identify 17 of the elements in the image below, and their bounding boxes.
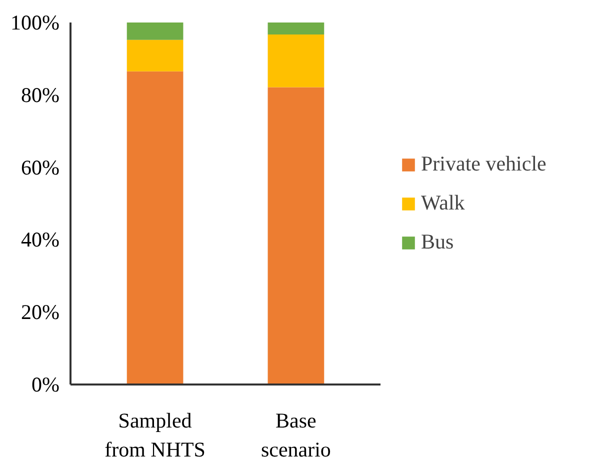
bar — [126, 40, 184, 72]
y-tick-label: 40% — [21, 228, 60, 252]
y-tick-label: 20% — [21, 300, 60, 324]
y-tick-label: 80% — [21, 82, 60, 107]
y-tick-label: 100% — [10, 10, 60, 34]
y-tick-label: 0% — [32, 372, 60, 396]
bar — [268, 87, 324, 384]
y-tick-label: 60% — [21, 155, 60, 180]
x-tick-label: Sampled from NHTS — [104, 408, 206, 462]
bar — [126, 71, 184, 384]
bar — [126, 22, 184, 40]
legend-label: Bus — [421, 230, 454, 254]
bar — [268, 22, 324, 34]
legend-label: Private vehicle — [421, 152, 546, 176]
x-tick-label: Base scenario — [260, 408, 331, 462]
bar — [268, 34, 324, 88]
legend-label: Walk — [421, 190, 465, 216]
